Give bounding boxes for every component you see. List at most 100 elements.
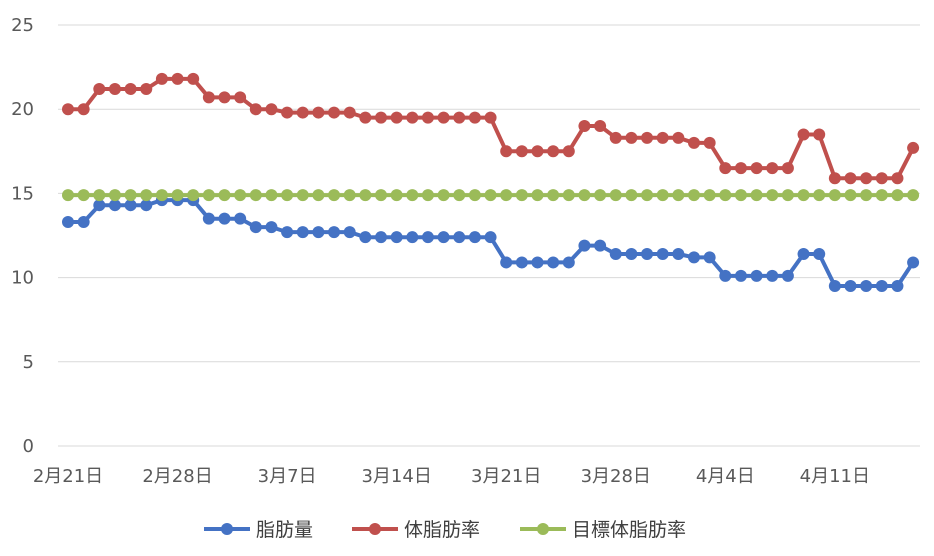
data-point: [62, 189, 74, 202]
data-point: [625, 131, 638, 144]
data-point: [312, 226, 325, 239]
data-point: [453, 189, 466, 202]
data-point: [155, 72, 168, 85]
data-point: [672, 189, 685, 202]
data-point: [124, 189, 137, 202]
data-point: [296, 226, 309, 239]
x-tick-label: 3月21日: [471, 466, 541, 487]
data-point: [844, 189, 857, 202]
data-point: [828, 280, 841, 293]
data-point: [907, 256, 920, 269]
data-point: [140, 189, 153, 202]
data-point: [359, 111, 372, 124]
data-point: [390, 231, 403, 244]
data-point: [734, 162, 747, 175]
y-tick-label: 0: [23, 436, 34, 457]
data-point: [406, 189, 419, 202]
data-point: [375, 189, 387, 202]
data-point: [703, 189, 716, 202]
data-point: [891, 172, 904, 185]
data-point: [406, 111, 419, 124]
data-point: [875, 172, 888, 185]
data-point: [641, 248, 654, 261]
data-point: [891, 280, 904, 293]
series-2: [62, 72, 920, 185]
data-point: [375, 231, 387, 244]
legend-label: 体脂肪率: [404, 519, 480, 541]
data-point: [891, 189, 904, 202]
x-tick-label: 4月11日: [800, 466, 870, 487]
data-point: [62, 103, 74, 116]
data-point: [265, 189, 278, 202]
data-point: [656, 248, 669, 261]
data-point: [468, 111, 481, 124]
data-point: [202, 91, 215, 104]
data-point: [797, 128, 810, 141]
data-point: [844, 172, 857, 185]
data-point: [218, 189, 231, 202]
data-point: [641, 189, 654, 202]
data-point: [140, 82, 153, 95]
data-point: [108, 199, 121, 212]
data-point: [265, 103, 278, 116]
data-point: [77, 103, 90, 116]
data-point: [766, 189, 779, 202]
y-tick-label: 20: [11, 99, 34, 120]
data-point: [328, 226, 341, 239]
data-point: [578, 120, 591, 133]
data-point: [124, 199, 137, 212]
data-point: [703, 251, 716, 264]
data-point: [390, 111, 403, 124]
data-point: [249, 189, 262, 202]
legend-swatch-marker: [369, 523, 381, 535]
data-point: [547, 256, 560, 269]
data-point: [515, 145, 528, 158]
data-point: [750, 189, 763, 202]
data-point: [281, 226, 294, 239]
data-point: [734, 189, 747, 202]
data-point: [594, 120, 607, 133]
data-point: [750, 162, 763, 175]
x-tick-label: 3月28日: [581, 466, 651, 487]
data-point: [907, 189, 920, 202]
data-point: [609, 248, 622, 261]
data-point: [719, 269, 732, 282]
data-point: [672, 131, 685, 144]
data-point: [328, 106, 341, 119]
data-point: [249, 221, 262, 234]
data-point: [828, 189, 841, 202]
data-point: [766, 269, 779, 282]
x-tick-label: 2月21日: [33, 466, 103, 487]
data-point: [187, 72, 200, 85]
x-tick-label: 4月4日: [696, 466, 755, 487]
data-point: [328, 189, 341, 202]
data-point: [562, 145, 575, 158]
data-point: [171, 72, 184, 85]
data-point: [688, 136, 700, 149]
data-point: [531, 189, 544, 202]
data-point: [531, 256, 544, 269]
legend-label: 脂肪量: [256, 519, 313, 541]
x-tick-label: 2月28日: [142, 466, 212, 487]
data-point: [437, 231, 450, 244]
data-point: [500, 256, 513, 269]
data-point: [312, 189, 325, 202]
data-point: [531, 145, 544, 158]
y-tick-label: 10: [11, 268, 34, 289]
data-point: [625, 248, 638, 261]
data-point: [813, 248, 826, 261]
data-point: [171, 189, 184, 202]
y-tick-label: 15: [11, 183, 34, 204]
data-point: [500, 189, 513, 202]
data-point: [578, 239, 591, 252]
data-point: [234, 189, 247, 202]
series-1: [62, 194, 920, 293]
data-point: [108, 189, 121, 202]
data-point: [578, 189, 591, 202]
data-point: [202, 189, 215, 202]
data-point: [594, 189, 607, 202]
data-point: [813, 128, 826, 141]
data-point: [703, 136, 716, 149]
x-axis-ticks: 2月21日 2月28日 3月7日 3月14日 3月21日 3月28日 4月4日 4月11日: [33, 466, 870, 487]
